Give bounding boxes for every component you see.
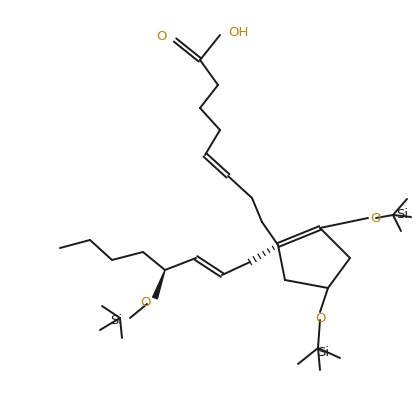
Polygon shape [153,270,165,299]
Text: O: O [140,296,151,308]
Text: OH: OH [228,26,248,38]
Text: Si: Si [110,314,122,328]
Text: O: O [157,30,167,43]
Text: Si: Si [396,209,408,221]
Text: O: O [315,312,325,324]
Text: Si: Si [317,346,329,360]
Text: O: O [370,211,380,225]
